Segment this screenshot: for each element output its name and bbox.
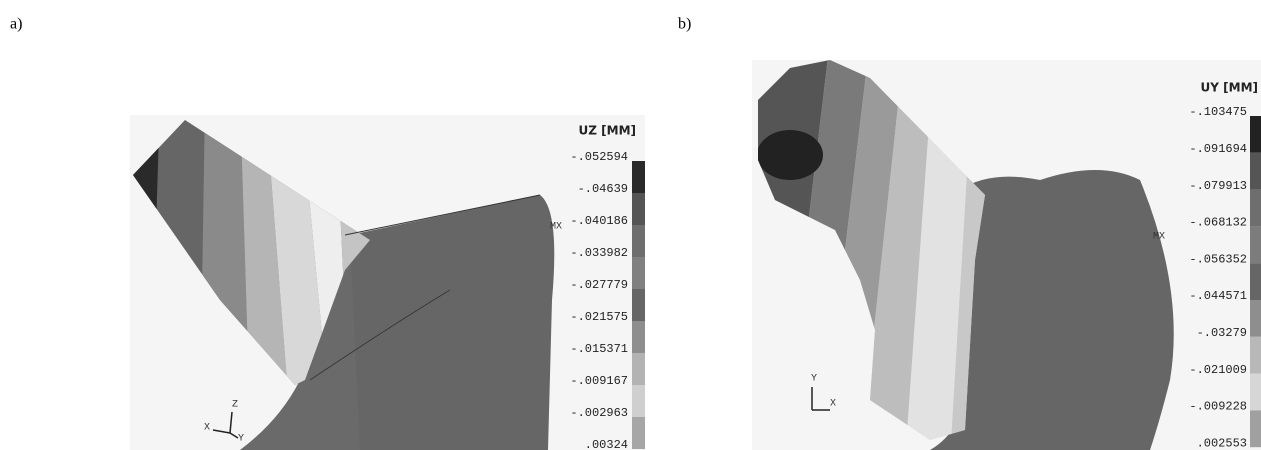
legend-value: -.009167: [570, 374, 628, 388]
legend-value: -.103475: [1189, 105, 1247, 119]
legend-value: -.079913: [1189, 179, 1247, 193]
legend-swatch: [1250, 337, 1261, 374]
legend-value: -.009228: [1189, 400, 1247, 414]
legend-swatch: [632, 289, 645, 321]
legend-value: -.033982: [570, 246, 628, 260]
legend-title: UZ [MM]: [579, 124, 636, 138]
legend-value: -.03279: [1197, 326, 1247, 340]
legend-swatch: [1250, 190, 1261, 227]
triad-label: X: [830, 399, 836, 410]
triad-label: Z: [232, 400, 238, 411]
legend-value: -.027779: [570, 278, 628, 292]
legend-swatch: [632, 225, 645, 257]
triad-label: Y: [811, 374, 817, 385]
max-marker: MX: [1153, 232, 1165, 243]
legend-value: -.056352: [1189, 252, 1247, 266]
legend-swatch: [632, 193, 645, 225]
max-marker: MX: [550, 222, 562, 233]
legend-value: .00324: [585, 438, 628, 450]
legend-swatch: [632, 257, 645, 289]
legend-value: -.052594: [570, 150, 628, 164]
legend-swatch: [1250, 116, 1261, 153]
legend-swatch: [632, 385, 645, 417]
legend-swatch: [1250, 410, 1261, 447]
legend-swatch: [632, 321, 645, 353]
legend-value: -.091694: [1189, 142, 1247, 156]
legend-value: .002553: [1197, 436, 1247, 450]
legend-swatch: [1250, 263, 1261, 300]
figure-canvas: X Z Y MX Y X MX a) b) UZ [MM] UY [MM] -.…: [0, 0, 1261, 450]
panel-label: b): [678, 16, 691, 33]
legend-swatch: [1250, 374, 1261, 411]
render-b: Y X MX: [740, 40, 1261, 450]
legend-swatch: [1250, 300, 1261, 337]
legend-value: -.040186: [570, 214, 628, 228]
legend-value: -.044571: [1189, 289, 1247, 303]
legend-value: -.021009: [1189, 363, 1247, 377]
legend-swatch: [1250, 153, 1261, 190]
render-a: X Z Y MX: [120, 100, 645, 450]
legend-title: UY [MM]: [1201, 81, 1258, 95]
legend-value: -.068132: [1189, 216, 1247, 230]
legend-value: -.015371: [570, 342, 628, 356]
legend-swatch: [632, 417, 645, 449]
panel-label: a): [10, 16, 22, 33]
triad-label: X: [204, 423, 210, 434]
legend-value: -.021575: [570, 310, 628, 324]
legend-swatch: [632, 161, 645, 193]
legend-value: -.04639: [578, 182, 628, 196]
legend-swatch: [1250, 226, 1261, 263]
legend-swatch: [632, 353, 645, 385]
triad-label: Y: [238, 434, 244, 445]
figure: X Z Y MX Y X MX a) b) UZ [MM] UY [MM] -.…: [0, 0, 1261, 450]
legend-value: -.002963: [570, 406, 628, 420]
